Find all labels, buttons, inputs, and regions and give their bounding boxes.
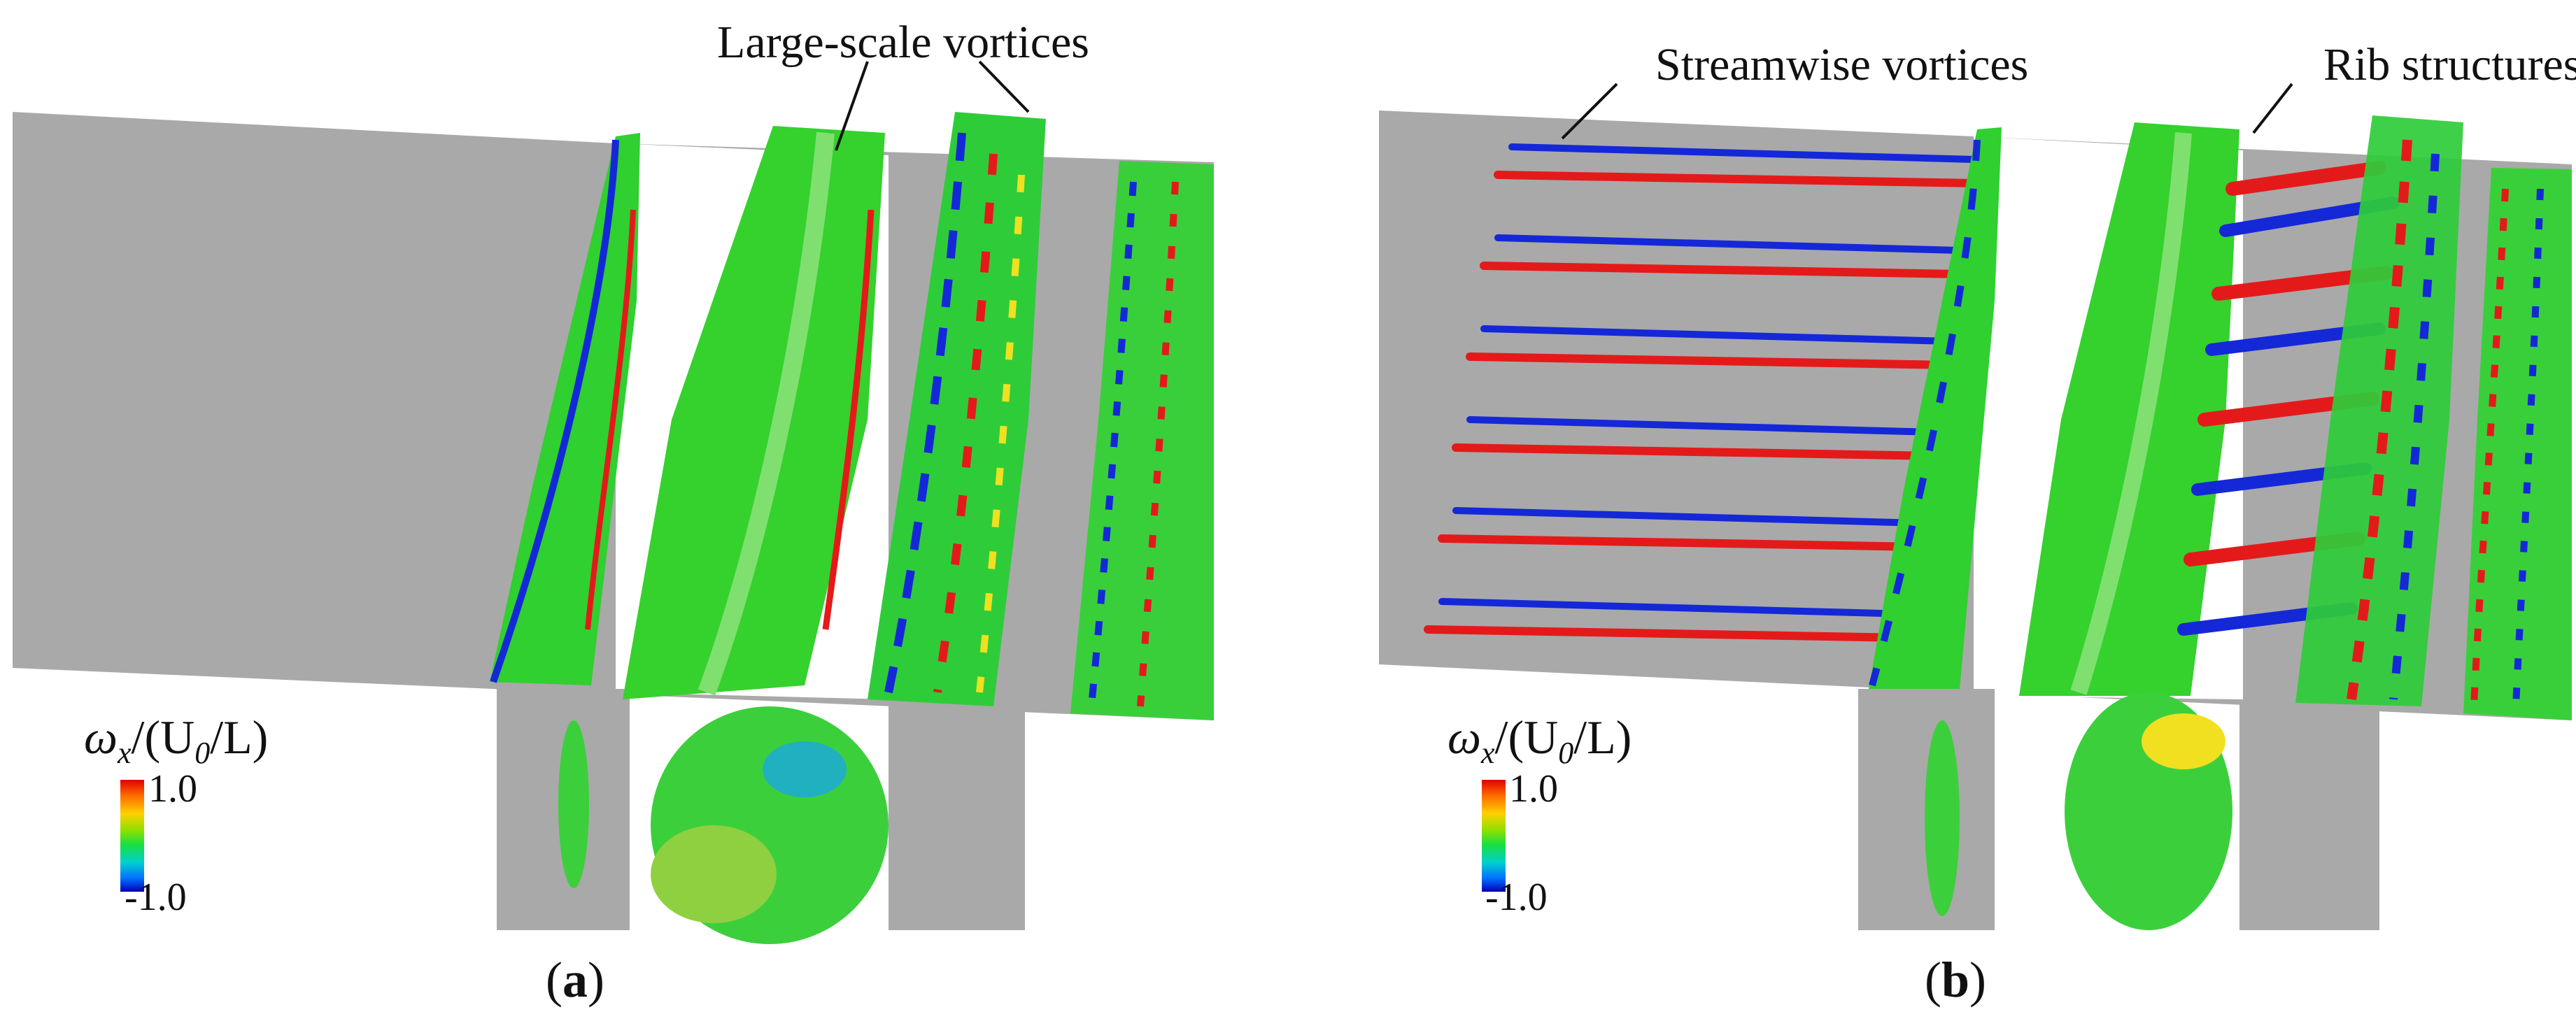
lower-block-right — [2239, 703, 2379, 930]
streamwise-vortex-red — [1424, 625, 1911, 642]
small-scale-turbulence — [1070, 161, 1214, 720]
leader-line-streamwise — [1561, 83, 1618, 140]
vortex-sheet-1-red — [585, 209, 636, 630]
streamwise-vortex-blue — [1494, 234, 1963, 254]
wake-blob-4 — [558, 720, 589, 888]
colorbar-min-label: -1.0 — [125, 876, 187, 919]
roller-1-red — [822, 209, 875, 630]
leader-line-a1 — [835, 61, 869, 151]
wake-blob-2 — [1925, 720, 1960, 916]
roller-1-highlight — [698, 131, 835, 696]
streamwise-vortex-blue — [1508, 143, 1977, 163]
colorbar-max-label: 1.0 — [148, 767, 197, 811]
colorbar-title: ωx/(U0/L) — [1448, 711, 1632, 770]
annotation-rib-structures: Rib structures — [2323, 39, 2576, 90]
annotation-streamwise-vortices: Streamwise vortices — [1655, 39, 2029, 90]
roller-1-highlight — [2070, 132, 2192, 695]
streamwise-vortex-blue — [1466, 416, 1939, 436]
large-vortex-roller-2 — [2295, 115, 2463, 706]
roller-2-blue — [2389, 153, 2440, 700]
small-scale-turbulence — [2463, 168, 2572, 720]
roller-2-red — [2347, 139, 2412, 701]
large-vortex-roller-2 — [868, 112, 1046, 706]
vortex-sheet-1 — [1869, 127, 2002, 689]
large-vortex-roller-1 — [2019, 122, 2239, 696]
streamwise-vortex-blue — [1480, 325, 1953, 345]
colorbar-title: ωx/(U0/L) — [84, 711, 269, 770]
wake-blob-3 — [2142, 713, 2225, 769]
streamwise-vortex-red — [1452, 443, 1939, 460]
panel-label-a: (a) — [546, 952, 604, 1008]
streamwise-vortex-blue — [1452, 507, 1925, 527]
roller-2-blue — [884, 132, 966, 694]
wake-blob-2 — [651, 825, 777, 923]
panel-label-b: (b) — [1925, 952, 1987, 1008]
panel-b: Streamwise vortices Rib structures ωx/(U… — [1288, 0, 2576, 1019]
streamwise-vortex-blue — [1438, 598, 1911, 618]
turb-blue — [1088, 181, 1137, 707]
streamwise-vortex-red — [1494, 171, 1978, 187]
streamwise-vortex-red — [1438, 534, 1925, 551]
panel-a: Large-scale vortices ωx/(U0/L) 1.0 -1.0 … — [13, 17, 1214, 1008]
leader-line-rib — [2252, 83, 2293, 134]
turb-red — [1137, 181, 1179, 707]
annotation-large-scale-vortices: Large-scale vortices — [717, 17, 1089, 68]
vorticity-isosurface-render-b — [1379, 83, 2572, 930]
rib-streak-red — [2225, 161, 2386, 196]
leader-line-a2 — [978, 60, 1030, 113]
roller-2-red — [933, 153, 998, 693]
colorbar-min-label: -1.0 — [1485, 876, 1548, 919]
streamwise-vortex-red — [1480, 262, 1964, 278]
vorticity-isosurface-render-a — [13, 60, 1214, 944]
large-vortex-roller-1 — [623, 126, 885, 699]
vortex-sheet-1-blue — [1869, 139, 1981, 687]
vortex-sheet-1-edge — [490, 139, 619, 683]
colorbar — [120, 780, 144, 892]
streamwise-vortex-pairs — [1424, 143, 1978, 642]
colorbar — [1482, 780, 1506, 892]
streamwise-vortex-red — [1466, 352, 1953, 369]
colorbar-max-label: 1.0 — [1509, 767, 1558, 811]
lower-block-right — [889, 703, 1025, 930]
wake-blob-3 — [763, 741, 847, 797]
